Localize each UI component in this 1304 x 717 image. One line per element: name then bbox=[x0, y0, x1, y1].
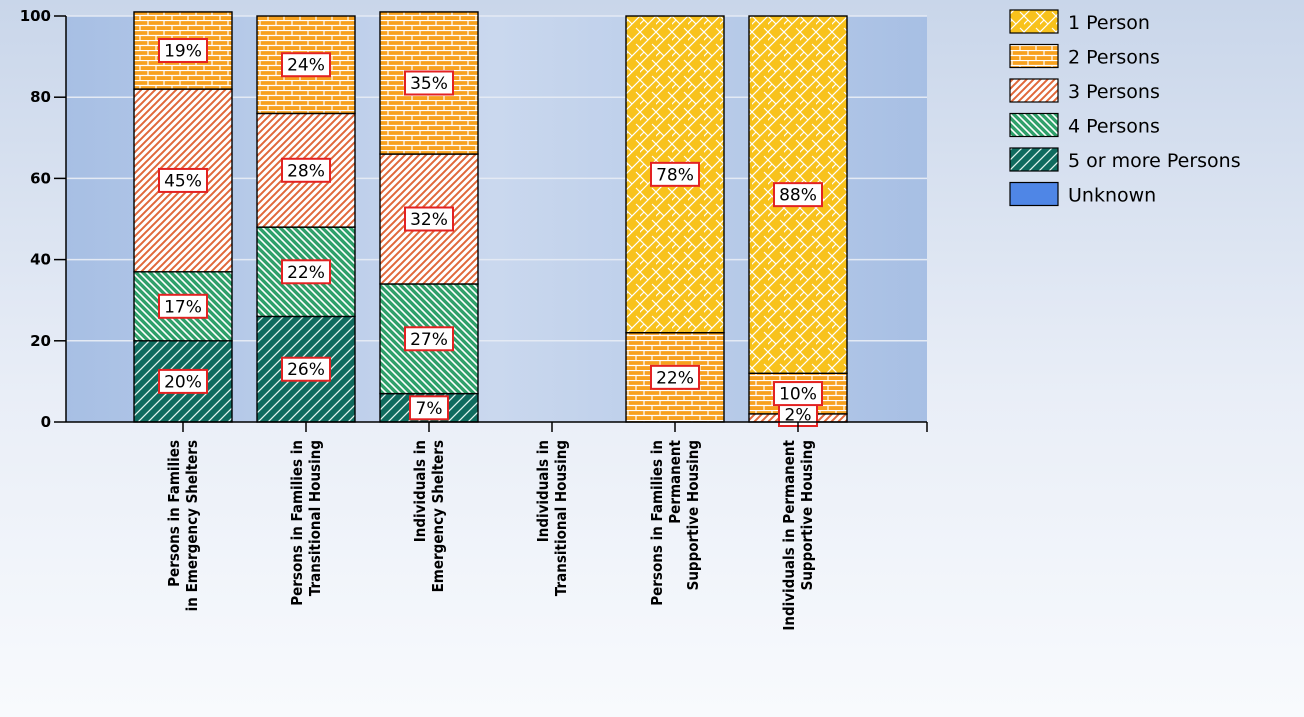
legend-swatch-4 bbox=[1009, 147, 1059, 172]
legend-swatch-2 bbox=[1009, 78, 1059, 103]
category-label-line-4-1: Permanent bbox=[666, 439, 684, 523]
category-label-1: Persons in Families in Transitional Housi… bbox=[288, 440, 324, 606]
y-tick-label-0: 0 bbox=[41, 413, 51, 431]
data-label-2-3: 35% bbox=[410, 74, 448, 94]
data-label-box-1-1 bbox=[281, 259, 331, 285]
data-label-box-2-2 bbox=[404, 206, 454, 232]
y-tick-label-20: 20 bbox=[30, 332, 51, 350]
data-label-box-1-0 bbox=[281, 356, 331, 382]
category-label-line-5-0: Individuals in Permanent bbox=[780, 439, 798, 630]
y-tick-label-40: 40 bbox=[30, 251, 51, 269]
legend: 1 Person 2 Persons 3 Persons 4 Persons 5 or … bbox=[1009, 9, 1241, 207]
y-tick-label-80: 80 bbox=[30, 88, 51, 106]
legend-swatch-0 bbox=[1009, 9, 1059, 34]
category-label-line-3-0: Individuals in bbox=[534, 440, 552, 542]
data-label-0-2: 45% bbox=[164, 171, 202, 191]
category-label-line-4-2: Supportive Housing bbox=[684, 440, 702, 590]
data-label-1-1: 22% bbox=[287, 263, 325, 283]
y-tick-label-60: 60 bbox=[30, 169, 51, 187]
data-label-box-5-4 bbox=[773, 182, 823, 208]
data-label-box-2-3 bbox=[404, 70, 454, 96]
x-axis-labels: Persons in Families in Emergency Shelters… bbox=[165, 439, 816, 630]
data-label-4-4: 78% bbox=[656, 165, 694, 185]
category-label-line-2-1: Emergency Shelters bbox=[429, 440, 447, 592]
category-label-line-5-1: Supportive Housing bbox=[798, 440, 816, 590]
data-label-box-2-0 bbox=[409, 395, 449, 421]
data-label-2-0: 7% bbox=[416, 399, 443, 419]
y-axis-ticks: 0 20 40 60 80 100 bbox=[20, 7, 66, 431]
legend-swatch-1 bbox=[1009, 43, 1059, 69]
data-label-2-2: 32% bbox=[410, 210, 448, 230]
data-label-box-0-1 bbox=[158, 293, 208, 319]
data-label-0-1: 17% bbox=[164, 297, 202, 317]
axes bbox=[65, 16, 928, 432]
legend-label-2: 3 Persons bbox=[1068, 81, 1160, 103]
category-label-2: Individuals in Emergency Shelters bbox=[411, 440, 447, 592]
data-label-box-0-0 bbox=[158, 368, 208, 394]
legend-label-3: 4 Persons bbox=[1068, 116, 1160, 138]
category-label-line-3-1: Transitional Housing bbox=[552, 440, 570, 596]
category-label-line-4-0: Persons in Families in bbox=[648, 440, 666, 606]
data-label-box-5-3 bbox=[773, 381, 823, 407]
data-label-box-4-4 bbox=[650, 161, 700, 187]
data-label-box-2-1 bbox=[404, 326, 454, 352]
category-label-4: Persons in Families in Permanent Supportiv… bbox=[648, 439, 702, 605]
data-label-box-1-3 bbox=[281, 52, 331, 78]
category-label-line-2-0: Individuals in bbox=[411, 440, 429, 542]
legend-swatch-3 bbox=[1009, 112, 1059, 138]
data-label-0-3: 19% bbox=[164, 42, 202, 62]
data-label-5-2: 2% bbox=[785, 406, 812, 426]
data-labels: 20% 17% 45% 19% 26% 22% 28% 24% 7% 27% 32% 35% 22% 78… bbox=[158, 38, 823, 427]
data-label-4-3: 22% bbox=[656, 368, 694, 388]
category-label-line-1-1: Transitional Housing bbox=[306, 440, 324, 596]
data-label-box-0-3 bbox=[158, 38, 208, 64]
data-label-box-4-3 bbox=[650, 364, 700, 390]
data-label-5-3: 10% bbox=[779, 385, 817, 405]
data-label-5-4: 88% bbox=[779, 186, 817, 206]
category-label-5: Individuals in Permanent Supportive Housi… bbox=[780, 439, 816, 630]
legend-label-0: 1 Person bbox=[1068, 12, 1150, 34]
y-tick-label-100: 100 bbox=[20, 7, 51, 25]
category-label-line-0-1: in Emergency Shelters bbox=[183, 440, 201, 611]
data-label-box-1-2 bbox=[281, 157, 331, 183]
bar-segment-4-4 bbox=[625, 15, 725, 334]
data-label-1-2: 28% bbox=[287, 161, 325, 181]
data-label-1-0: 26% bbox=[287, 360, 325, 380]
plot-area: 20% 17% 45% 19% 26% 22% 28% 24% 7% 27% 32% 35% 22% 78… bbox=[66, 11, 927, 427]
data-label-2-1: 27% bbox=[410, 330, 448, 350]
category-label-3: Individuals in Transitional Housing bbox=[534, 440, 570, 596]
category-label-line-1-0: Persons in Families in bbox=[288, 440, 306, 606]
legend-label-4: 5 or more Persons bbox=[1068, 150, 1241, 172]
category-label-line-0-0: Persons in Families bbox=[165, 440, 183, 587]
data-label-box-0-2 bbox=[158, 167, 208, 193]
category-label-0: Persons in Families in Emergency Shelters bbox=[165, 440, 201, 611]
data-label-0-0: 20% bbox=[164, 372, 202, 392]
legend-swatch-5 bbox=[1009, 181, 1059, 207]
legend-label-5: Unknown bbox=[1068, 185, 1156, 207]
legend-label-1: 2 Persons bbox=[1068, 47, 1160, 69]
data-label-1-3: 24% bbox=[287, 56, 325, 76]
